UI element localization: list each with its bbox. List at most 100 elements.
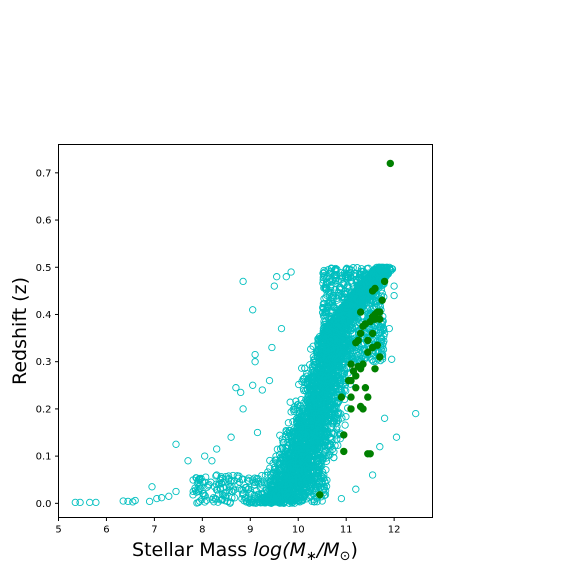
cyan-point <box>333 352 341 360</box>
green-point <box>340 447 348 456</box>
cyan-point <box>284 433 293 441</box>
cyan-point <box>379 263 388 272</box>
cyan-point <box>369 270 378 278</box>
cyan-point <box>306 479 314 488</box>
y-axis-label: Redshift (z) <box>9 277 31 385</box>
cyan-point <box>291 448 299 456</box>
cyan-point <box>278 444 287 452</box>
cyan-point <box>333 296 341 304</box>
cyan-point <box>321 479 330 487</box>
cyan-point <box>380 329 389 338</box>
cyan-point <box>274 497 283 506</box>
cyan-point <box>157 494 166 502</box>
cyan-point <box>287 268 295 276</box>
cyan-point <box>302 429 310 438</box>
cyan-point <box>328 435 336 444</box>
cyan-point <box>312 482 321 491</box>
cyan-point <box>322 284 330 293</box>
cyan-point <box>309 364 317 372</box>
cyan-point <box>202 473 210 481</box>
cyan-point <box>345 265 353 274</box>
cyan-point <box>308 366 317 374</box>
cyan-point <box>264 487 272 495</box>
cyan-point <box>259 495 267 503</box>
cyan-point <box>323 375 332 383</box>
cyan-point <box>321 283 329 292</box>
cyan-point <box>388 355 396 363</box>
cyan-point <box>347 290 355 298</box>
cyan-point <box>345 322 353 330</box>
cyan-point <box>378 267 387 276</box>
cyan-point <box>349 290 358 298</box>
cyan-point <box>210 498 218 506</box>
cyan-point <box>314 341 322 350</box>
cyan-point <box>195 482 203 491</box>
green-point <box>378 296 386 304</box>
cyan-point <box>338 373 347 381</box>
cyan-point <box>328 345 336 353</box>
cyan-point <box>317 370 325 378</box>
cyan-point <box>412 409 420 418</box>
cyan-point <box>273 469 281 477</box>
cyan-point <box>392 433 401 441</box>
cyan-point <box>245 474 253 482</box>
cyan-point <box>172 440 180 448</box>
x-axis-label: Stellar Mass log(M∗/M⊙) <box>132 539 358 564</box>
cyan-point <box>289 405 297 413</box>
cyan-point <box>341 301 349 309</box>
cyan-point <box>307 401 315 409</box>
cyan-point <box>313 498 321 506</box>
cyan-point <box>245 499 253 507</box>
cyan-point <box>314 432 322 441</box>
cyan-point <box>312 425 320 433</box>
x-axis-label-suffix: ) <box>351 539 358 561</box>
cyan-point <box>286 476 295 484</box>
cyan-point <box>357 346 365 354</box>
cyan-point <box>318 434 326 442</box>
cyan-point <box>346 300 354 308</box>
cyan-point <box>165 492 173 500</box>
cyan-point <box>201 452 209 460</box>
cyan-point <box>189 491 197 499</box>
green-point <box>354 336 362 345</box>
green-point <box>337 393 346 401</box>
cyan-point <box>277 324 286 333</box>
cyan-point <box>319 324 328 333</box>
cyan-point <box>365 303 374 311</box>
cyan-point <box>282 273 290 281</box>
x-tick-label: 9 <box>247 525 253 536</box>
cyan-point <box>326 337 334 345</box>
cyan-point <box>258 471 266 480</box>
x-axis-label-prefix: Stellar Mass <box>132 539 253 561</box>
cyan-point <box>361 271 369 279</box>
green-point <box>371 365 379 373</box>
cyan-point <box>325 277 334 286</box>
green-point <box>347 393 355 401</box>
cyan-point <box>383 263 391 271</box>
y-tick-label: 0.4 <box>36 310 52 321</box>
cyan-point <box>119 497 127 505</box>
cyan-point <box>284 490 292 499</box>
cyan-point <box>284 419 293 427</box>
cyan-point <box>322 454 330 462</box>
cyan-point <box>184 457 192 465</box>
plot-frame <box>58 144 433 518</box>
cyan-point <box>377 324 385 332</box>
cyan-point <box>354 276 362 284</box>
cyan-point <box>336 332 344 341</box>
cyan-point <box>124 497 132 506</box>
cyan-point <box>286 472 295 480</box>
cyan-point <box>334 441 342 450</box>
y-tick-label: 0.0 <box>36 499 52 510</box>
cyan-point <box>350 269 358 278</box>
cyan-point <box>324 382 333 391</box>
x-tick-label: 10 <box>292 525 305 536</box>
green-point <box>316 491 324 499</box>
cyan-point <box>376 443 384 451</box>
cyan-point <box>295 440 303 448</box>
green-point <box>347 376 355 385</box>
cyan-point <box>310 437 319 446</box>
green-point <box>340 431 348 439</box>
cyan-point <box>335 362 343 371</box>
x-tick-label: 11 <box>340 525 353 536</box>
